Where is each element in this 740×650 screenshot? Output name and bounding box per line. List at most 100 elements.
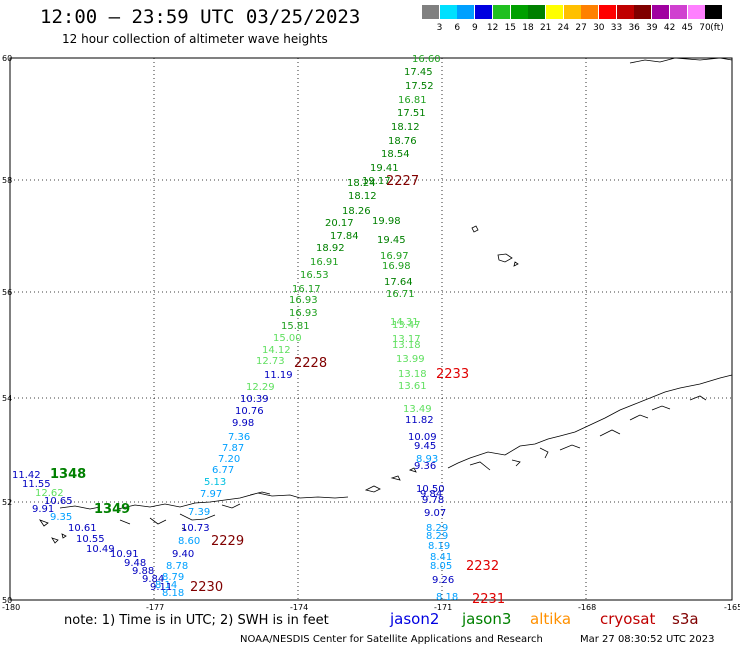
wave-height-label: 14.31 — [390, 317, 419, 328]
wave-height-label: 8.41 — [430, 552, 452, 563]
legend-label: 39 — [646, 23, 658, 33]
legend-swatch — [475, 5, 493, 19]
wave-height-label: 18.26 — [342, 206, 371, 217]
footer-timestamp: Mar 27 08:30:52 UTC 2023 — [580, 634, 715, 645]
wave-height-label: 16.60 — [412, 54, 441, 65]
wave-height-label: 9.35 — [50, 512, 72, 523]
wave-height-label: 7.39 — [188, 507, 210, 518]
note-text: note: 1) Time is in UTC; 2) SWH is in fe… — [64, 613, 329, 628]
lon-tick-label: -165 — [724, 603, 740, 612]
lon-tick-label: -168 — [578, 603, 596, 612]
wave-height-label: 9.40 — [172, 549, 194, 560]
island-west — [38, 519, 67, 544]
satellite-altika: altika — [530, 610, 572, 628]
wave-height-label: 10.09 — [408, 432, 437, 443]
wave-height-label: 8.60 — [178, 536, 200, 547]
wave-height-label: 20.17 — [325, 218, 354, 229]
wave-height-label: 13.99 — [396, 354, 425, 365]
lon-tick-label: -174 — [290, 603, 308, 612]
legend-swatch — [669, 5, 687, 19]
wave-height-label: 16.98 — [382, 261, 411, 272]
wave-height-label: 10.61 — [68, 523, 97, 534]
wave-height-label: 8.05 — [430, 561, 452, 572]
wave-height-label: 8.19 — [428, 541, 450, 552]
lon-tick-label: -177 — [146, 603, 164, 612]
legend-swatch — [687, 5, 705, 19]
wave-height-label: 11.19 — [264, 370, 293, 381]
wave-height-label: 16.71 — [386, 289, 415, 300]
page-subtitle: 12 hour collection of altimeter wave hei… — [62, 32, 328, 46]
legend-label: 9 — [472, 23, 478, 33]
wave-height-label: 13.47 — [392, 320, 421, 331]
pass-time-label: 2227 — [386, 174, 419, 189]
wave-height-label: 10.76 — [235, 406, 264, 417]
legend-label: 36 — [628, 23, 640, 33]
wave-height-label: 9.36 — [414, 461, 436, 472]
wave-height-label: 18.24 — [347, 178, 376, 189]
wave-height-label: 18.76 — [388, 136, 417, 147]
wave-height-label: 8.93 — [416, 454, 438, 465]
wave-height-label: 8.18 — [436, 592, 458, 603]
legend-swatch — [599, 5, 616, 19]
legend-swatch — [439, 5, 457, 19]
wave-height-label: 13.49 — [403, 404, 432, 415]
legend-label: 45 — [681, 23, 694, 33]
lat-tick-label: 60 — [2, 54, 12, 63]
wave-height-label: 19.17 — [362, 176, 391, 187]
wave-height-label: 8.14 — [155, 580, 177, 591]
legend-swatch — [581, 5, 599, 19]
wave-height-label: 16.81 — [398, 95, 427, 106]
wave-height-label: 9.26 — [432, 575, 454, 586]
wave-height-label: 5.13 — [204, 477, 226, 488]
wave-height-label: 18.12 — [348, 191, 377, 202]
wave-height-label: 8.18 — [162, 588, 184, 599]
wave-height-label: 15.81 — [281, 321, 310, 332]
wave-height-label: 8.29 — [426, 523, 448, 534]
wave-height-label: 8.29 — [426, 531, 448, 542]
wave-height-label: 13.17 — [392, 334, 421, 345]
legend-label: 15 — [504, 23, 517, 33]
wave-height-label: 16.97 — [380, 251, 409, 262]
wave-height-label: 10.91 — [110, 549, 139, 560]
wave-height-label: 17.52 — [405, 81, 434, 92]
legend-swatch — [652, 5, 670, 19]
wave-height-label: 7.97 — [200, 489, 222, 500]
wave-height-label: 19.45 — [377, 235, 406, 246]
lat-tick-label: 50 — [2, 596, 12, 605]
wave-height-label: 13.18 — [398, 369, 427, 380]
wave-height-label: 18.12 — [391, 122, 420, 133]
wave-height-label: 9.91 — [32, 504, 54, 515]
wave-height-label: 12.29 — [246, 382, 275, 393]
map-frame — [9, 57, 733, 601]
wave-height-label: 13.61 — [398, 381, 427, 392]
pribilof-islands — [471, 225, 519, 267]
lon-tick-label: -171 — [434, 603, 452, 612]
wave-height-label: 17.84 — [330, 231, 359, 242]
wave-height-label: 10.73 — [181, 523, 210, 534]
wave-height-label: 11.55 — [22, 479, 51, 490]
wave-height-label: 8.79 — [162, 572, 184, 583]
wave-height-label: 7.87 — [222, 443, 244, 454]
satellite-jason3: jason3 — [462, 610, 512, 628]
pass-time-label: 2232 — [466, 559, 499, 574]
lon-tick-label: -180 — [2, 603, 20, 612]
legend-label: 6 — [454, 23, 461, 33]
lat-tick-label: 54 — [2, 394, 12, 403]
legend-label: 18 — [522, 23, 534, 33]
legend-label: 70 — [699, 23, 711, 33]
wave-height-label: 13.18 — [392, 340, 421, 351]
wave-height-label: 6.77 — [212, 465, 234, 476]
wave-height-label: 9.11 — [150, 582, 172, 593]
wave-height-label: 9.84 — [420, 489, 442, 500]
legend-swatch — [528, 5, 546, 19]
legend-label: 33 — [610, 23, 623, 33]
wave-height-label: 9.45 — [414, 441, 436, 452]
wave-height-label: 16.93 — [289, 295, 318, 306]
satellite-cryosat: cryosat — [600, 610, 656, 628]
pass-time-label: 2233 — [436, 367, 469, 382]
wave-height-label: 17.64 — [384, 277, 413, 288]
wave-height-label: 14.12 — [262, 345, 291, 356]
legend-swatch — [616, 5, 634, 19]
graticule: 60 58 56 54 52 50-180 -177 -174 -171 -168 -165 — [2, 54, 740, 612]
wave-height-label: 9.48 — [124, 558, 146, 569]
